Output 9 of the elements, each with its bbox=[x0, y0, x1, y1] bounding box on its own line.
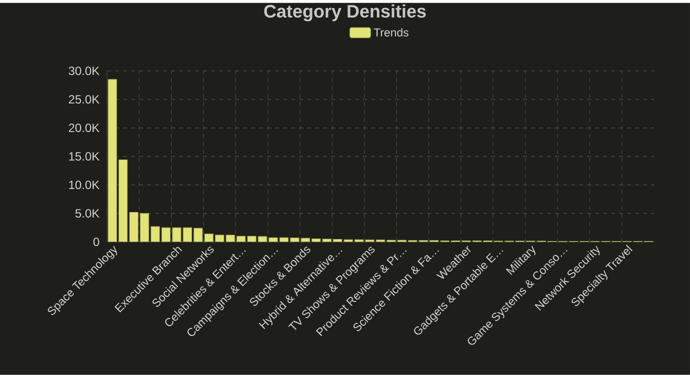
chart-title: Category Densities bbox=[264, 4, 426, 22]
y-tick-label: 10.0K bbox=[69, 180, 100, 190]
y-tick-label: 0 bbox=[93, 238, 100, 246]
y-tick-label: 30.0K bbox=[68, 66, 100, 76]
y-tick-label: 5.0K bbox=[75, 209, 100, 218]
y-tick-label: 15.0K bbox=[69, 152, 100, 161]
y-tick-label: 20.0K bbox=[68, 124, 100, 132]
legend-label: Trends bbox=[374, 28, 408, 37]
y-tick-label: 25.0K bbox=[68, 95, 100, 104]
